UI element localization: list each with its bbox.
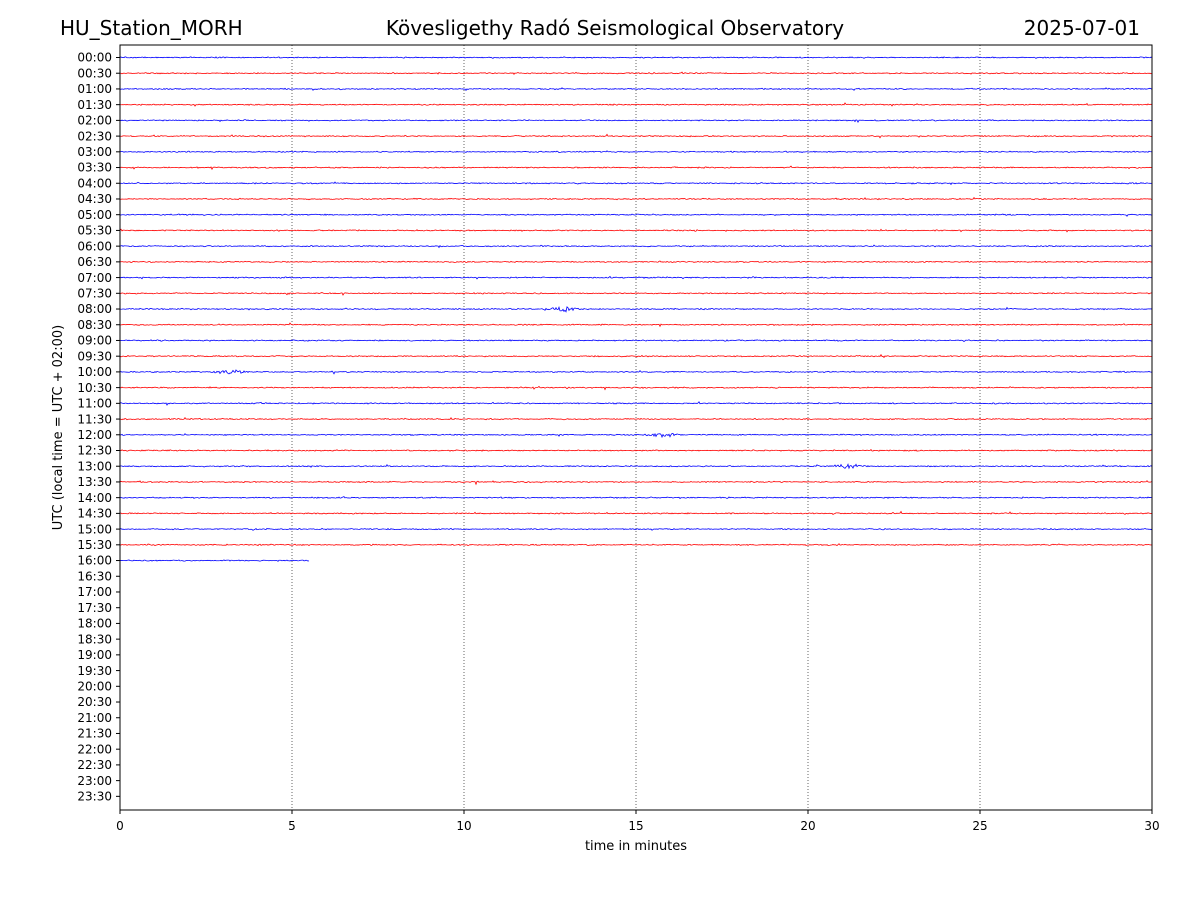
grid-lines: [291, 45, 981, 810]
y-tick-label: 17:30: [77, 601, 112, 615]
y-tick-label: 10:00: [77, 365, 112, 379]
y-tick-label: 19:30: [77, 664, 112, 678]
y-tick-label: 00:00: [77, 51, 112, 65]
trace-row-0830: [119, 322, 1153, 328]
y-tick-label: 22:00: [77, 742, 112, 756]
x-tick-label: 15: [628, 819, 643, 833]
trace-row-1500: [119, 527, 1153, 531]
y-tick-label: 15:00: [77, 522, 112, 536]
x-tick-label: 0: [116, 819, 124, 833]
trace-row-1030: [119, 385, 1153, 391]
trace-row-1230: [119, 449, 1153, 452]
y-tick-label: 10:30: [77, 381, 112, 395]
y-tick-label: 03:00: [77, 145, 112, 159]
trace-row-1530: [119, 543, 1153, 547]
trace-row-0730: [119, 292, 1153, 296]
y-tick-label: 08:00: [77, 302, 112, 316]
trace-row-1600: [119, 559, 310, 562]
y-tick-label: 23:00: [77, 774, 112, 788]
y-tick-label: 21:30: [77, 727, 112, 741]
trace-row-0800: [119, 306, 1153, 313]
y-tick-label: 01:00: [77, 82, 112, 96]
y-tick-label: 05:30: [77, 224, 112, 238]
trace-row-1100: [119, 401, 1153, 406]
y-tick-label: 12:30: [77, 444, 112, 458]
y-tick-label: 06:30: [77, 255, 112, 269]
trace-row-0130: [119, 102, 1153, 107]
y-tick-label: 03:30: [77, 161, 112, 175]
y-tick-label: 18:30: [77, 632, 112, 646]
trace-row-0200: [119, 119, 1153, 124]
trace-row-0500: [119, 213, 1153, 217]
y-tick-label: 15:30: [77, 538, 112, 552]
y-tick-label: 17:00: [77, 585, 112, 599]
y-tick-label: 01:30: [77, 98, 112, 112]
trace-row-0400: [119, 181, 1153, 186]
station-name: HU_Station_MORH: [60, 16, 243, 40]
trace-row-0700: [119, 275, 1153, 280]
y-tick-label: 06:00: [77, 239, 112, 253]
y-tick-label: 04:30: [77, 192, 112, 206]
trace-row-0030: [119, 71, 1153, 75]
y-tick-label: 13:30: [77, 475, 112, 489]
trace-row-0530: [119, 228, 1152, 233]
y-tick-label: 09:00: [77, 334, 112, 348]
y-tick-label: 05:00: [77, 208, 112, 222]
trace-row-0430: [119, 196, 1153, 201]
y-tick-label: 00:30: [77, 66, 112, 80]
trace-row-0930: [119, 353, 1153, 359]
trace-row-0630: [119, 260, 1153, 264]
seismic-traces: [119, 56, 1153, 562]
y-tick-label: 23:30: [77, 790, 112, 804]
trace-row-1200: [119, 432, 1153, 439]
y-tick-label: 16:30: [77, 569, 112, 583]
x-tick-label: 25: [972, 819, 987, 833]
trace-row-1300: [119, 463, 1153, 470]
trace-row-0300: [119, 150, 1153, 153]
y-tick-label: 08:30: [77, 318, 112, 332]
y-tick-label: 11:30: [77, 412, 112, 426]
trace-row-0330: [119, 165, 1153, 171]
x-tick-label: 20: [800, 819, 815, 833]
y-tick-label: 14:30: [77, 507, 112, 521]
observatory-title: Kövesligethy Radó Seismological Observat…: [385, 16, 845, 40]
y-tick-label: 02:30: [77, 129, 112, 143]
y-tick-label: 04:00: [77, 176, 112, 190]
y-axis-label: UTC (local time = UTC + 02:00): [51, 325, 66, 530]
trace-row-1330: [119, 480, 1153, 486]
trace-row-0100: [119, 87, 1153, 92]
y-tick-label: 18:00: [77, 617, 112, 631]
x-tick-label: 30: [1144, 819, 1159, 833]
y-tick-label: 22:30: [77, 758, 112, 772]
x-tick-label: 5: [288, 819, 296, 833]
y-tick-label: 11:00: [77, 397, 112, 411]
y-tick-label: 02:00: [77, 114, 112, 128]
y-tick-label: 14:00: [77, 491, 112, 505]
y-tick-label: 16:00: [77, 554, 112, 568]
x-axis-ticks: 0 5 10 15 20 25 30: [116, 810, 1160, 833]
y-tick-label: 07:30: [77, 287, 112, 301]
trace-row-0230: [119, 133, 1153, 139]
trace-row-1400: [119, 496, 1153, 500]
record-date: 2025-07-01: [1023, 16, 1140, 40]
y-tick-label: 20:00: [77, 680, 112, 694]
y-tick-label: 19:00: [77, 648, 112, 662]
trace-row-1130: [119, 417, 1153, 421]
y-tick-label: 09:30: [77, 349, 112, 363]
y-tick-label: 07:00: [77, 271, 112, 285]
x-tick-label: 10: [456, 819, 471, 833]
trace-row-1000: [119, 369, 1153, 375]
trace-row-0000: [119, 56, 1153, 59]
y-tick-label: 13:00: [77, 459, 112, 473]
x-axis-label: time in minutes: [585, 839, 687, 854]
trace-row-0900: [119, 339, 1153, 342]
y-tick-label: 21:00: [77, 711, 112, 725]
trace-row-1430: [119, 510, 1153, 516]
trace-row-0600: [119, 244, 1153, 249]
y-tick-label: 20:30: [77, 695, 112, 709]
y-tick-label: 12:00: [77, 428, 112, 442]
